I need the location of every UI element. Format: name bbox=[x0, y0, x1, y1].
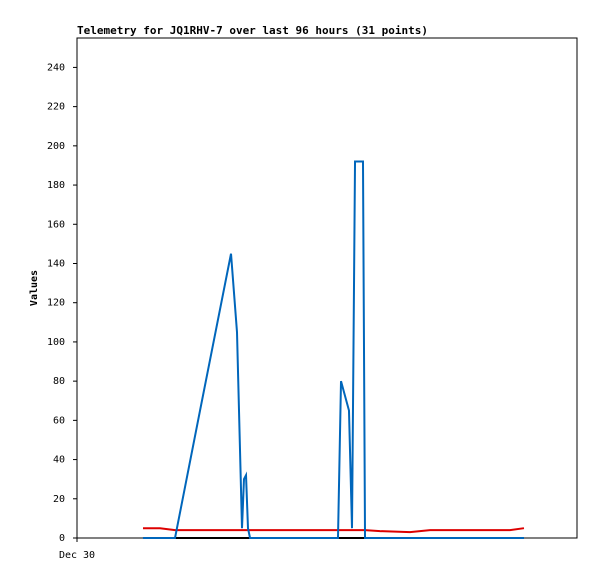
x-tick-label: Dec 30 bbox=[59, 550, 95, 561]
y-tick-label: 160 bbox=[47, 219, 65, 230]
chart-title: Telemetry for JQ1RHV-7 over last 96 hour… bbox=[77, 24, 428, 37]
y-tick-label: 140 bbox=[47, 258, 65, 269]
series-line bbox=[142, 527, 525, 534]
y-tick-label: 120 bbox=[47, 298, 65, 309]
y-tick-label: 220 bbox=[47, 102, 65, 113]
y-tick-label: 200 bbox=[47, 141, 65, 152]
y-axis-label: Values bbox=[29, 270, 40, 306]
y-tick-label: 20 bbox=[53, 494, 65, 505]
y-tick-label: 0 bbox=[59, 533, 65, 544]
y-tick-label: 180 bbox=[47, 180, 65, 191]
y-tick-label: 60 bbox=[53, 415, 65, 426]
plot-frame bbox=[76, 37, 578, 539]
y-tick-label: 240 bbox=[47, 62, 65, 73]
y-tick-label: 40 bbox=[53, 455, 65, 466]
y-tick-label: 100 bbox=[47, 337, 65, 348]
y-tick-label: 80 bbox=[53, 376, 65, 387]
series-line bbox=[142, 160, 524, 539]
